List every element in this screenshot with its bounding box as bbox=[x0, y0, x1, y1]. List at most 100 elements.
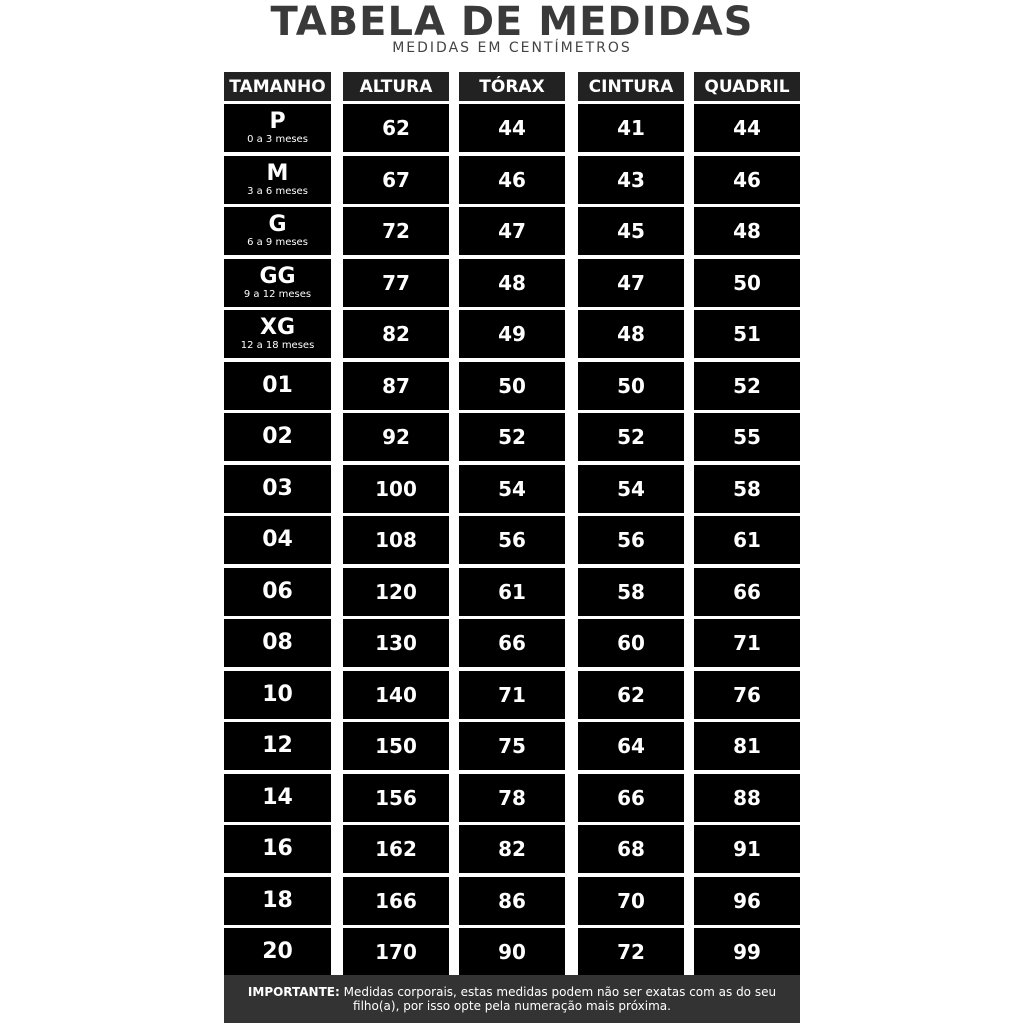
size-label: G bbox=[268, 212, 287, 237]
size-label: P bbox=[269, 109, 286, 134]
column-header: CINTURA bbox=[578, 72, 684, 101]
measure-cell: 50 bbox=[459, 361, 565, 410]
size-label: 02 bbox=[262, 424, 293, 449]
measure-cell: 166 bbox=[343, 876, 449, 925]
size-cell: 14 bbox=[224, 773, 331, 822]
measure-cell: 77 bbox=[343, 258, 449, 307]
size-label: XG bbox=[259, 315, 296, 340]
measure-cell: 62 bbox=[578, 670, 684, 719]
measure-cell: 66 bbox=[459, 619, 565, 667]
size-label: 12 bbox=[262, 733, 293, 758]
measure-cell: 61 bbox=[694, 516, 800, 564]
age-range: 12 a 18 meses bbox=[240, 340, 315, 351]
measure-cell: 54 bbox=[459, 464, 565, 513]
measure-cell: 71 bbox=[459, 670, 565, 719]
measure-cell: 90 bbox=[459, 928, 565, 976]
measure-cell: 58 bbox=[578, 567, 684, 616]
note-content: IMPORTANTE: Medidas corporais, estas med… bbox=[238, 985, 786, 1013]
measure-cell: 70 bbox=[578, 876, 684, 925]
measure-cell: 156 bbox=[343, 773, 449, 822]
size-label: 01 bbox=[262, 372, 293, 398]
measure-cell: 130 bbox=[343, 619, 449, 667]
measure-cell: 58 bbox=[694, 464, 800, 513]
measure-cell: 108 bbox=[343, 516, 449, 564]
measure-cell: 82 bbox=[343, 310, 449, 358]
measure-cell: 47 bbox=[578, 258, 684, 307]
size-label: 18 bbox=[262, 887, 293, 913]
measure-cell: 48 bbox=[694, 207, 800, 255]
measure-cell: 52 bbox=[694, 361, 800, 410]
size-label: 20 bbox=[262, 939, 293, 964]
size-label: 04 bbox=[262, 527, 293, 552]
size-label: M bbox=[266, 160, 289, 186]
size-label: 10 bbox=[262, 681, 293, 707]
measure-cell: 56 bbox=[459, 516, 565, 564]
measure-cell: 61 bbox=[459, 567, 565, 616]
age-range: 9 a 12 meses bbox=[243, 288, 312, 300]
age-range: 0 a 3 meses bbox=[247, 134, 308, 145]
size-cell: 02 bbox=[224, 413, 331, 461]
measure-cell: 82 bbox=[459, 825, 565, 873]
measure-cell: 47 bbox=[459, 207, 565, 255]
measure-cell: 78 bbox=[459, 773, 565, 822]
measure-cell: 99 bbox=[694, 928, 800, 976]
measure-cell: 75 bbox=[459, 722, 565, 770]
size-cell: XG 12 a 18 meses bbox=[224, 310, 331, 358]
measure-cell: 56 bbox=[578, 516, 684, 564]
measure-cell: 87 bbox=[343, 361, 449, 410]
measure-cell: 44 bbox=[694, 104, 800, 152]
size-label: 16 bbox=[262, 836, 293, 861]
measure-cell: 71 bbox=[694, 619, 800, 667]
measure-cell: 51 bbox=[694, 310, 800, 358]
size-label: 14 bbox=[262, 784, 293, 810]
measure-cell: 64 bbox=[578, 722, 684, 770]
measure-cell: 150 bbox=[343, 722, 449, 770]
size-cell: 04 bbox=[224, 516, 331, 564]
measure-cell: 46 bbox=[694, 155, 800, 204]
measure-cell: 45 bbox=[578, 207, 684, 255]
note-text: Medidas corporais, estas medidas podem n… bbox=[343, 985, 777, 1013]
size-cell: 16 bbox=[224, 825, 331, 873]
measure-cell: 66 bbox=[694, 567, 800, 616]
measure-cell: 60 bbox=[578, 619, 684, 667]
measure-cell: 43 bbox=[578, 155, 684, 204]
measure-cell: 48 bbox=[459, 258, 565, 307]
size-cell: 20 bbox=[224, 928, 331, 976]
measure-cell: 86 bbox=[459, 876, 565, 925]
size-label: 08 bbox=[262, 630, 293, 655]
size-cell: 12 bbox=[224, 722, 331, 770]
measure-cell: 41 bbox=[578, 104, 684, 152]
measure-cell: 76 bbox=[694, 670, 800, 719]
measure-cell: 72 bbox=[343, 207, 449, 255]
measure-cell: 140 bbox=[343, 670, 449, 719]
size-label: 03 bbox=[262, 475, 293, 501]
measure-cell: 96 bbox=[694, 876, 800, 925]
measure-cell: 54 bbox=[578, 464, 684, 513]
subtitle: MEDIDAS EM CENTÍMETROS bbox=[392, 40, 632, 56]
measure-cell: 50 bbox=[578, 361, 684, 410]
age-range: 3 a 6 meses bbox=[247, 185, 308, 197]
measure-cell: 92 bbox=[343, 413, 449, 461]
measure-cell: 50 bbox=[694, 258, 800, 307]
measure-cell: 100 bbox=[343, 464, 449, 513]
measure-cell: 52 bbox=[578, 413, 684, 461]
size-label: GG bbox=[259, 263, 296, 289]
size-cell: GG 9 a 12 meses bbox=[224, 258, 331, 307]
measure-cell: 48 bbox=[578, 310, 684, 358]
note: IMPORTANTE: Medidas corporais, estas med… bbox=[224, 975, 800, 1023]
measure-cell: 49 bbox=[459, 310, 565, 358]
measure-cell: 52 bbox=[459, 413, 565, 461]
measure-cell: 88 bbox=[694, 773, 800, 822]
measure-cell: 66 bbox=[578, 773, 684, 822]
size-cell: 01 bbox=[224, 361, 331, 410]
measure-cell: 68 bbox=[578, 825, 684, 873]
age-range: 6 a 9 meses bbox=[247, 237, 308, 248]
measure-cell: 120 bbox=[343, 567, 449, 616]
measure-cell: 44 bbox=[459, 104, 565, 152]
size-cell: 08 bbox=[224, 619, 331, 667]
